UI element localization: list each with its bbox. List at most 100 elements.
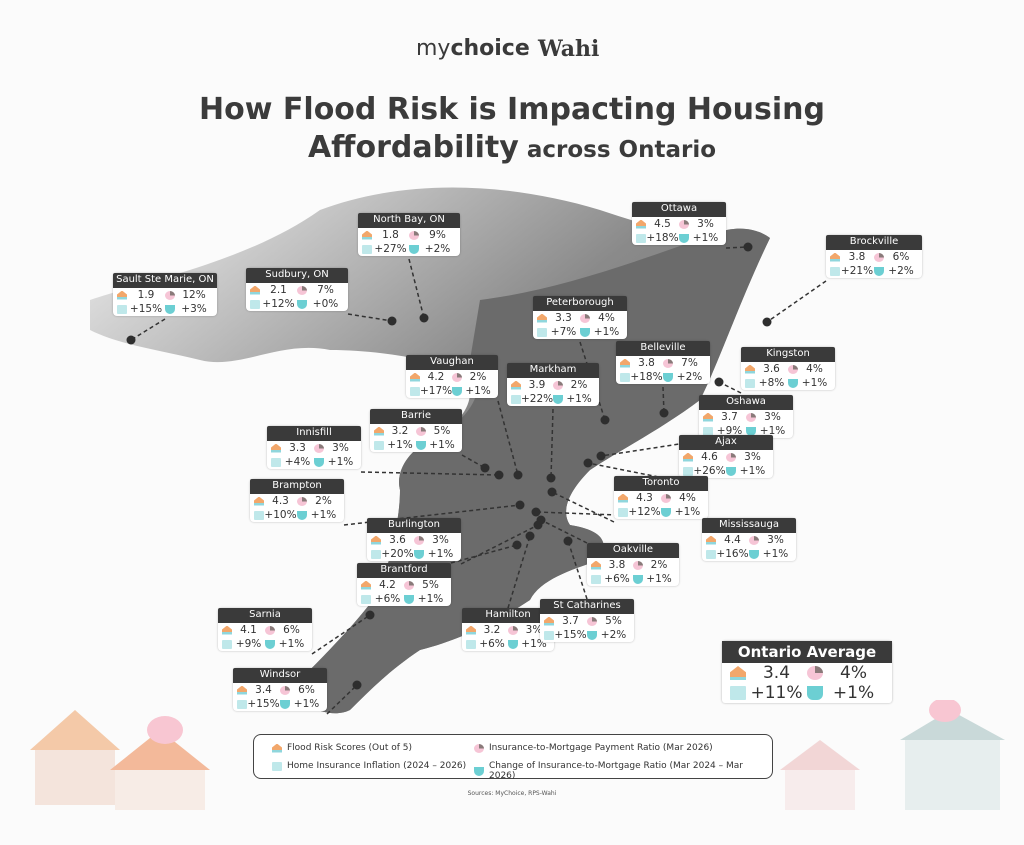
pie-icon	[297, 496, 307, 506]
insurance-inflation: +16%	[716, 548, 749, 560]
insurance-house-icon	[830, 266, 840, 276]
trend-bowl-icon	[409, 244, 419, 254]
city-card: Vaughan 4.2 2% +17% +1%	[406, 355, 498, 398]
flood-score: 3.4	[255, 684, 272, 696]
house-illustration-left	[30, 710, 210, 810]
insurance-ratio: 5%	[433, 425, 451, 437]
logo-text-bold: choice	[450, 36, 530, 61]
insurance-inflation: +6%	[604, 573, 630, 585]
pie-icon	[165, 290, 175, 300]
city-dot	[659, 408, 669, 418]
insurance-inflation: +1%	[387, 439, 413, 451]
insurance-house-icon	[706, 549, 716, 559]
city-card: Burlington 3.6 3% +20% +1%	[367, 518, 461, 561]
city-name: North Bay, ON	[358, 213, 460, 228]
ratio-change: +1%	[293, 698, 320, 710]
insurance-house-icon	[703, 426, 713, 436]
insurance-house-icon	[271, 457, 281, 467]
connector-line	[567, 540, 588, 600]
insurance-house-icon	[591, 574, 601, 584]
city-dot	[387, 316, 397, 326]
insurance-ratio: 3%	[697, 218, 714, 230]
insurance-ratio: 3%	[744, 451, 761, 463]
ratio-change: +1%	[465, 385, 491, 397]
flood-score: 3.7	[721, 411, 738, 423]
city-name: Barrie	[370, 409, 462, 424]
insurance-house-icon	[254, 510, 264, 520]
pie-icon	[679, 219, 689, 229]
city-dot	[546, 473, 556, 483]
trend-bowl-icon	[587, 630, 597, 640]
connector-line	[408, 258, 425, 319]
city-card: Brockville 3.8 6% +21% +2%	[826, 235, 922, 278]
city-dot	[512, 540, 522, 550]
city-dot	[583, 458, 593, 468]
pie-icon	[416, 426, 426, 436]
flood-house-icon	[730, 666, 746, 680]
flood-house-icon	[271, 443, 281, 453]
ratio-change: +1%	[759, 425, 786, 437]
ratio-change: +1%	[427, 548, 454, 560]
pie-icon	[414, 535, 424, 545]
insurance-inflation: +12%	[262, 298, 295, 310]
connector-line	[551, 491, 615, 523]
flood-score: 2.1	[270, 284, 287, 296]
ratio-change: +0%	[312, 298, 339, 310]
city-dot	[714, 377, 724, 387]
city-dot	[596, 451, 606, 461]
city-card: Hamilton 3.2 3% +6% +1%	[462, 608, 554, 651]
title-bold: Affordability	[307, 130, 519, 165]
flood-score: 3.6	[389, 534, 406, 546]
city-dot	[536, 515, 546, 525]
pie-icon	[404, 580, 414, 590]
connector-line	[360, 471, 500, 476]
flood-house-icon	[371, 535, 381, 545]
insurance-inflation: +6%	[479, 638, 505, 650]
flood-score: 3.9	[528, 379, 546, 391]
city-dot	[365, 610, 375, 620]
pie-icon	[508, 625, 518, 635]
ratio-change: +1%	[429, 439, 455, 451]
city-name: Oakville	[587, 543, 679, 558]
city-card: Oakville 3.8 2% +6% +1%	[587, 543, 679, 586]
city-dot	[762, 317, 772, 327]
connector-line	[311, 614, 371, 655]
flood-house-icon	[683, 452, 693, 462]
flood-house-icon	[222, 625, 232, 635]
flood-score: 3.6	[763, 363, 780, 375]
flood-score: 3.7	[562, 615, 579, 627]
city-name: Windsor	[233, 668, 327, 683]
flood-house-icon	[117, 290, 127, 300]
flood-house-icon	[745, 364, 755, 374]
insurance-ratio: 6%	[892, 251, 910, 263]
trend-bowl-icon	[452, 386, 463, 396]
insurance-ratio: 4%	[679, 492, 696, 504]
city-dot	[352, 680, 362, 690]
insurance-inflation: +27%	[374, 243, 407, 255]
city-name: Brantford	[357, 563, 451, 578]
ratio-change: +1%	[278, 638, 305, 650]
city-card: Mississauga 4.4 3% +16% +1%	[702, 518, 796, 561]
city-card: Peterborough 3.3 4% +7% +1%	[533, 296, 627, 339]
city-card: Kingston 3.6 4% +8% +1%	[741, 347, 835, 390]
city-card: Ottawa 4.5 3% +18% +1%	[632, 202, 726, 245]
flood-house-icon	[362, 230, 372, 240]
pie-icon	[297, 285, 307, 295]
flood-house-icon	[591, 560, 601, 570]
insurance-inflation: +22%	[521, 393, 554, 405]
ratio-change: +1%	[801, 377, 828, 389]
ratio-change: +1%	[646, 573, 672, 585]
pie-icon	[553, 380, 563, 390]
ratio-change: +1%	[417, 593, 444, 605]
city-name: St Catharines	[540, 599, 634, 614]
city-dot	[600, 415, 610, 425]
connector-line	[450, 544, 518, 564]
insurance-house-icon	[362, 244, 372, 254]
city-name: Burlington	[367, 518, 461, 533]
title-line-2: Affordability across Ontario	[0, 130, 1024, 165]
city-card: Markham 3.9 2% +22% +1%	[507, 363, 599, 406]
flood-score: 1.8	[382, 229, 399, 241]
ratio-change: +1%	[593, 326, 620, 338]
insurance-house-icon	[361, 594, 371, 604]
flood-score: 3.3	[555, 312, 572, 324]
